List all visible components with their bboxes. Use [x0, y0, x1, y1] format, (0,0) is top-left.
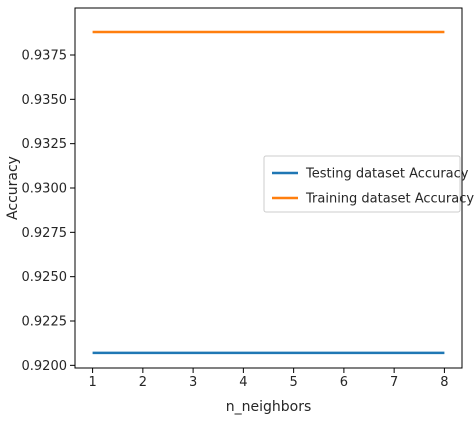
legend-label-training: Training dataset Accuracy [305, 192, 474, 207]
legend: Testing dataset Accuracy Training datase… [263, 155, 474, 213]
x-tick-label: 4 [239, 375, 247, 390]
legend-box [263, 155, 461, 213]
x-tick-label: 3 [189, 375, 197, 390]
y-tick-label: 0.9225 [22, 315, 68, 330]
y-axis-label: Accuracy [5, 156, 21, 220]
legend-label-testing: Testing dataset Accuracy [305, 167, 469, 182]
x-tick-label: 7 [390, 375, 398, 390]
x-tick-label: 2 [139, 375, 147, 390]
x-tick-label: 8 [440, 375, 448, 390]
y-tick-label: 0.9200 [22, 359, 68, 374]
y-tick-label: 0.9375 [22, 48, 68, 63]
x-tick-label: 1 [88, 375, 96, 390]
y-tick-label: 0.9250 [22, 270, 68, 285]
y-tick-label: 0.9275 [22, 226, 68, 241]
y-tick-label: 0.9350 [22, 93, 68, 108]
x-tick-label: 6 [340, 375, 348, 390]
y-tick-label: 0.9300 [22, 182, 68, 197]
x-tick-label: 5 [289, 375, 297, 390]
series-layer [92, 30, 445, 355]
y-axis-ticks: 0.9200 0.9225 0.9250 0.9275 0.9300 0.9325 0.93… [22, 48, 75, 374]
x-axis-ticks: 1 2 3 4 5 6 7 8 [88, 368, 449, 390]
x-axis-label: n_neighbors [226, 399, 312, 415]
y-tick-label: 0.9325 [22, 137, 68, 152]
